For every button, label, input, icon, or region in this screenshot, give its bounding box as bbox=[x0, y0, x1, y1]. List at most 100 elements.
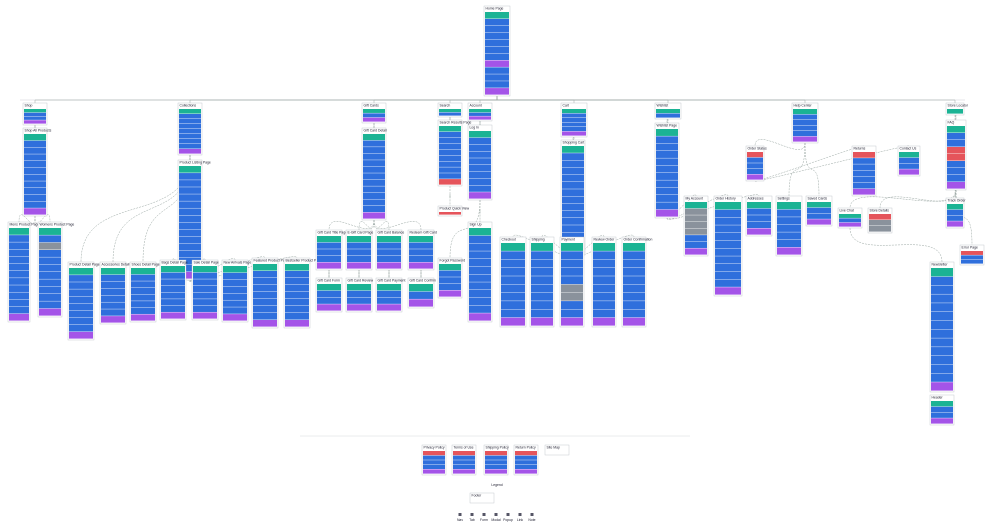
section-block bbox=[747, 208, 771, 215]
section-block bbox=[947, 161, 965, 168]
section-block bbox=[179, 229, 201, 237]
section-block bbox=[839, 222, 861, 227]
section-block bbox=[101, 268, 125, 275]
section-block bbox=[69, 268, 93, 275]
page-title: Product Quick View bbox=[440, 207, 470, 211]
section-block bbox=[715, 287, 741, 295]
section-block bbox=[101, 316, 125, 323]
section-block bbox=[656, 158, 678, 166]
section-block bbox=[562, 167, 584, 175]
section-block bbox=[931, 329, 953, 338]
section-block bbox=[161, 266, 185, 273]
section-block bbox=[363, 205, 385, 213]
section-block bbox=[623, 259, 645, 268]
section-block bbox=[562, 218, 584, 225]
section-block bbox=[179, 222, 201, 230]
section-block bbox=[793, 136, 817, 142]
section-block bbox=[947, 209, 963, 216]
section-block bbox=[593, 292, 615, 301]
section-block bbox=[363, 140, 385, 147]
section-block bbox=[485, 53, 509, 61]
section-block bbox=[285, 278, 309, 285]
page-title: My Account bbox=[686, 197, 704, 201]
section-block bbox=[715, 279, 741, 287]
page-title: Privacy Policy bbox=[424, 446, 445, 450]
section-block bbox=[179, 180, 201, 187]
connector bbox=[849, 227, 943, 263]
section-block bbox=[9, 285, 29, 292]
section-block bbox=[377, 236, 401, 243]
legend-label: Tab bbox=[469, 518, 475, 522]
section-block bbox=[223, 279, 247, 287]
section-block bbox=[947, 126, 965, 133]
section-block bbox=[179, 144, 201, 149]
section-block bbox=[363, 147, 385, 154]
section-block bbox=[485, 46, 509, 54]
section-block bbox=[777, 247, 801, 255]
section-block bbox=[469, 131, 491, 138]
section-block bbox=[839, 214, 861, 218]
section-block bbox=[715, 264, 741, 272]
page-title: Sale Detail Page bbox=[194, 261, 219, 265]
section-block bbox=[562, 153, 584, 160]
section-block bbox=[593, 259, 615, 268]
section-block bbox=[285, 306, 309, 313]
legend-label: Popup bbox=[503, 518, 513, 522]
section-block bbox=[223, 293, 247, 300]
page-title: Bags Detail Page bbox=[162, 261, 188, 265]
section-block bbox=[347, 297, 371, 304]
legend-title: Legend bbox=[491, 483, 502, 487]
section-block bbox=[285, 299, 309, 306]
section-block bbox=[469, 158, 491, 165]
section-block bbox=[656, 195, 678, 202]
section-block bbox=[439, 167, 461, 173]
section-block bbox=[223, 300, 247, 307]
section-block bbox=[423, 464, 445, 469]
section-block bbox=[531, 301, 553, 309]
section-block bbox=[439, 270, 461, 277]
section-block bbox=[253, 271, 277, 278]
page-title: Payment bbox=[562, 238, 575, 242]
page-title: Track Order bbox=[948, 199, 967, 203]
section-block bbox=[161, 272, 185, 279]
section-block bbox=[531, 276, 553, 285]
section-block bbox=[561, 243, 583, 251]
section-block bbox=[656, 187, 678, 195]
page-title: Return Policy bbox=[516, 446, 536, 450]
page-title: Order Status bbox=[748, 147, 768, 151]
section-block bbox=[69, 296, 93, 304]
section-block bbox=[899, 169, 919, 175]
section-block bbox=[715, 202, 741, 210]
section-block bbox=[409, 249, 433, 256]
page-title: Gift Card Payment bbox=[378, 279, 406, 283]
section-block bbox=[501, 301, 525, 309]
section-block bbox=[899, 157, 919, 164]
section-block bbox=[317, 236, 341, 243]
section-block bbox=[439, 155, 461, 161]
section-block bbox=[715, 217, 741, 225]
section-block bbox=[39, 301, 61, 309]
section-block bbox=[363, 113, 385, 118]
section-block bbox=[179, 271, 201, 279]
section-block bbox=[24, 181, 46, 188]
section-block bbox=[562, 127, 586, 132]
section-block bbox=[485, 67, 509, 74]
section-block bbox=[747, 152, 763, 158]
section-block bbox=[285, 285, 309, 292]
section-block bbox=[747, 215, 771, 222]
section-block bbox=[439, 179, 461, 185]
connector bbox=[34, 214, 51, 224]
section-block bbox=[656, 180, 678, 188]
section-block bbox=[947, 182, 965, 189]
section-block bbox=[947, 147, 965, 154]
section-block bbox=[161, 299, 185, 306]
page-title: Error Page bbox=[962, 246, 979, 250]
page-title: Search bbox=[440, 104, 451, 108]
page-title: Womens Product Page bbox=[40, 223, 75, 227]
section-block bbox=[193, 266, 217, 273]
section-block bbox=[501, 292, 525, 301]
section-block bbox=[485, 60, 509, 67]
section-block bbox=[253, 299, 277, 306]
section-block bbox=[439, 161, 461, 167]
section-block bbox=[223, 307, 247, 314]
